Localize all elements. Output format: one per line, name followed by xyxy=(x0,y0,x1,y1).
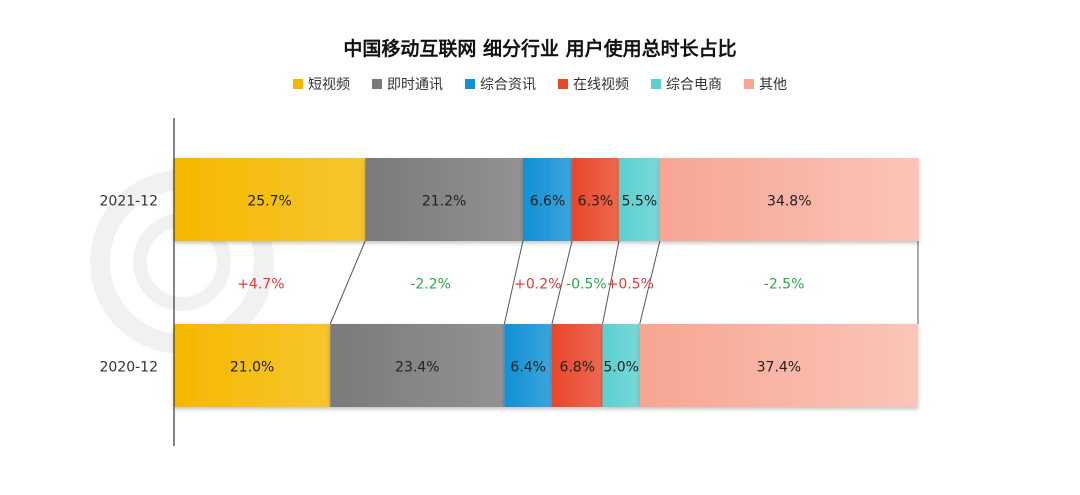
legend-swatch-online-video xyxy=(558,79,568,89)
connector-line-2 xyxy=(503,240,524,325)
connector-line-1 xyxy=(329,240,366,325)
bar-2020-12-2 xyxy=(504,324,552,407)
legend-swatch-instant-messaging xyxy=(372,79,382,89)
bar-2021-12-5 xyxy=(659,158,919,241)
connector-line-3 xyxy=(551,240,573,325)
change-label-3: -0.5% xyxy=(566,277,607,293)
data-label-2020-12-2: 6.4% xyxy=(510,360,546,376)
data-label-2021-12-4: 5.5% xyxy=(622,194,658,210)
legend-swatch-other xyxy=(744,79,754,89)
legend-label-other: 其他 xyxy=(759,77,787,93)
chart-title: 中国移动互联网 细分行业 用户使用总时长占比 xyxy=(343,38,737,60)
data-label-2020-12-4: 5.0% xyxy=(603,360,639,376)
legend-item-ecommerce: 综合电商 xyxy=(651,74,722,94)
category-label-1: 2020-12 xyxy=(100,360,159,376)
data-label-2021-12-0: 25.7% xyxy=(247,194,291,210)
legend-swatch-news xyxy=(465,79,475,89)
legend-label-short-video: 短视频 xyxy=(308,77,350,93)
data-label-2020-12-3: 6.8% xyxy=(559,360,595,376)
legend-label-ecommerce: 综合电商 xyxy=(666,77,722,93)
change-label-1: -2.2% xyxy=(410,277,451,293)
legend-item-online-video: 在线视频 xyxy=(558,74,629,94)
legend-swatch-short-video xyxy=(293,79,303,89)
bar-2020-12-1 xyxy=(330,324,505,407)
change-label-4: +0.5% xyxy=(607,277,654,293)
change-label-0: +4.7% xyxy=(237,277,284,293)
bar-2021-12-1 xyxy=(365,158,523,241)
category-label-0: 2021-12 xyxy=(100,194,159,210)
change-label-5: -2.5% xyxy=(764,277,805,293)
bar-2020-12-0 xyxy=(174,324,331,407)
legend-swatch-ecommerce xyxy=(651,79,661,89)
legend-item-news: 综合资讯 xyxy=(465,74,536,94)
legend-label-online-video: 在线视频 xyxy=(573,77,629,93)
bar-2020-12-4 xyxy=(602,324,640,407)
legend-item-instant-messaging: 即时通讯 xyxy=(372,74,443,94)
data-label-2021-12-1: 21.2% xyxy=(422,194,466,210)
bar-2021-12-2 xyxy=(522,158,573,241)
data-label-2021-12-3: 6.3% xyxy=(578,194,614,210)
data-label-2020-12-5: 37.4% xyxy=(757,360,801,376)
connector-line-4 xyxy=(602,240,620,325)
data-label-2020-12-1: 23.4% xyxy=(395,360,439,376)
legend-item-short-video: 短视频 xyxy=(293,74,350,94)
data-label-2021-12-5: 34.8% xyxy=(767,194,811,210)
legend-label-news: 综合资讯 xyxy=(480,77,536,93)
connector-line-5 xyxy=(639,240,661,325)
data-label-2020-12-0: 21.0% xyxy=(230,360,274,376)
change-label-2: +0.2% xyxy=(514,277,561,293)
bar-2021-12-4 xyxy=(618,158,660,241)
legend: 短视频 即时通讯 综合资讯 在线视频 综合电商 其他 xyxy=(0,74,1080,94)
legend-label-instant-messaging: 即时通讯 xyxy=(387,77,443,93)
legend-item-other: 其他 xyxy=(744,74,787,94)
bar-2021-12-3 xyxy=(572,158,619,241)
bar-2020-12-3 xyxy=(551,324,603,407)
bar-2020-12-5 xyxy=(639,324,918,407)
bar-2021-12-0 xyxy=(174,158,366,241)
data-label-2021-12-2: 6.6% xyxy=(530,194,566,210)
